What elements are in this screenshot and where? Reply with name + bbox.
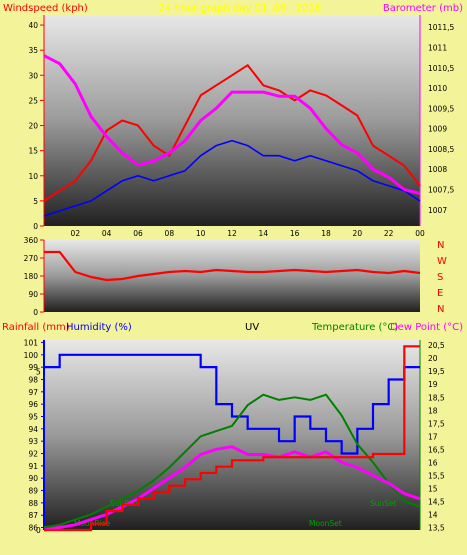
- direction-plot-area: [44, 240, 420, 312]
- humidity-axis-label: Humidity (%): [66, 322, 132, 333]
- rain-series-line: [44, 345, 420, 532]
- windspeed-axis-label: Windspeed (kph): [3, 3, 88, 14]
- rain-tick-label: 5: [36, 368, 41, 377]
- hour-tick-label: 12: [227, 229, 237, 238]
- barometer-tick-label: 1007,5: [428, 185, 454, 194]
- humidity-tick-label: 96: [28, 400, 38, 409]
- uv-axis-label: UV: [245, 322, 259, 333]
- hour-tick-label: 18: [321, 229, 331, 238]
- rain-tick-label: 0: [36, 526, 41, 535]
- hour-tick-label: 22: [384, 229, 394, 238]
- compass-letter-label: E: [437, 288, 443, 299]
- direction-tick-label: 270: [24, 254, 39, 263]
- compass-letter-label: W: [437, 256, 447, 267]
- humidity-tick-label: 86: [28, 524, 38, 533]
- hour-tick-label: 00: [415, 229, 425, 238]
- temperature-tick-label: 15: [428, 484, 438, 493]
- temperature-axis-label: Temperature (°C): [311, 322, 398, 333]
- windspeed-tick-label: 15: [28, 147, 38, 156]
- dewpoint-axis-label: Dew Point (°C): [390, 322, 463, 333]
- humidity-tick-label: 97: [28, 388, 38, 397]
- windspeed-tick-label: 40: [28, 21, 38, 30]
- barometer-tick-label: 1010: [428, 84, 447, 93]
- barometer-tick-label: 1010,5: [428, 64, 454, 73]
- baro-series-line: [43, 54, 421, 195]
- hour-tick-label: 14: [259, 229, 269, 238]
- barometer-tick-label: 1008,5: [428, 145, 454, 154]
- humidity-tick-label: 99: [28, 363, 38, 372]
- gust-series-line: [43, 64, 421, 202]
- compass-letter-label: N: [437, 304, 444, 315]
- barometer-axis-label: Barometer (mb): [383, 3, 463, 14]
- direction-tick-label: 180: [24, 272, 39, 281]
- windspeed-tick-label: 0: [33, 222, 38, 231]
- compass-letter-label: S: [437, 272, 443, 283]
- temperature-tick-label: 14: [428, 510, 438, 519]
- temperature-tick-label: 15,5: [428, 471, 445, 480]
- hour-tick-label: 20: [353, 229, 363, 238]
- temperature-tick-label: 19,5: [428, 367, 445, 376]
- barometer-tick-label: 1008: [428, 165, 447, 174]
- temperature-tick-label: 18,5: [428, 393, 445, 402]
- hour-tick-label: 08: [165, 229, 175, 238]
- windspeed-tick-label: 35: [28, 46, 38, 55]
- sunset-annotation: SunSet: [370, 499, 397, 508]
- temperature-tick-label: 16: [428, 458, 438, 467]
- humidity-tick-label: 101: [24, 338, 39, 347]
- barometer-tick-label: 1009,5: [428, 104, 454, 113]
- hour-tick-label: 02: [71, 229, 81, 238]
- humidity-series-line: [44, 353, 420, 455]
- temperature-tick-label: 18: [428, 406, 438, 415]
- humidity-tick-label: 98: [28, 375, 38, 384]
- barometer-tick-label: 1011,5: [428, 23, 454, 32]
- hour-tick-label: 04: [102, 229, 112, 238]
- temperature-plot-area: [44, 340, 420, 530]
- humidity-tick-label: 87: [28, 511, 38, 520]
- temperature-tick-label: 17: [428, 432, 438, 441]
- hour-tick-label: 16: [290, 229, 300, 238]
- humidity-tick-label: 100: [24, 351, 39, 360]
- hour-tick-label: 10: [196, 229, 206, 238]
- temperature-tick-label: 20: [428, 354, 438, 363]
- hour-tick-label: 06: [133, 229, 143, 238]
- direction-tick-label: 90: [28, 290, 38, 299]
- direction-series-line: [44, 250, 421, 282]
- humidity-tick-label: 93: [28, 437, 38, 446]
- humidity-tick-label: 92: [28, 450, 38, 459]
- windspeed-tick-label: 30: [28, 71, 38, 80]
- humidity-tick-label: 90: [28, 474, 38, 483]
- temperature-tick-label: 13,5: [428, 523, 445, 532]
- barometer-tick-label: 1007: [428, 206, 447, 215]
- temperature-tick-label: 14,5: [428, 497, 445, 506]
- barometer-tick-label: 1011: [428, 43, 447, 52]
- temperature-tick-label: 19: [428, 380, 438, 389]
- windspeed-tick-label: 5: [33, 197, 38, 206]
- humidity-tick-label: 95: [28, 412, 38, 421]
- moonset-annotation: MoonSet: [309, 519, 342, 528]
- windspeed-tick-label: 20: [28, 122, 38, 131]
- humidity-tick-label: 91: [28, 462, 38, 471]
- temp-series-line: [43, 393, 421, 529]
- avg-series-line: [43, 139, 421, 217]
- temperature-tick-label: 17,5: [428, 419, 445, 428]
- humidity-tick-label: 94: [28, 425, 38, 434]
- barometer-tick-label: 1009: [428, 125, 447, 134]
- compass-letter-label: N: [437, 240, 444, 251]
- rainfall-axis-label: Rainfall (mm): [2, 322, 70, 333]
- windspeed-tick-label: 25: [28, 96, 38, 105]
- humidity-tick-label: 89: [28, 487, 38, 496]
- humidity-tick-label: 88: [28, 499, 38, 508]
- chart-title: 24 hour graph day 01 .06 . 2016: [159, 3, 322, 14]
- direction-tick-label: 360: [24, 236, 39, 245]
- direction-tick-label: 0: [33, 308, 38, 317]
- temperature-tick-label: 16,5: [428, 445, 445, 454]
- temperature-tick-label: 20,5: [428, 341, 445, 350]
- windspeed-tick-label: 10: [28, 172, 38, 181]
